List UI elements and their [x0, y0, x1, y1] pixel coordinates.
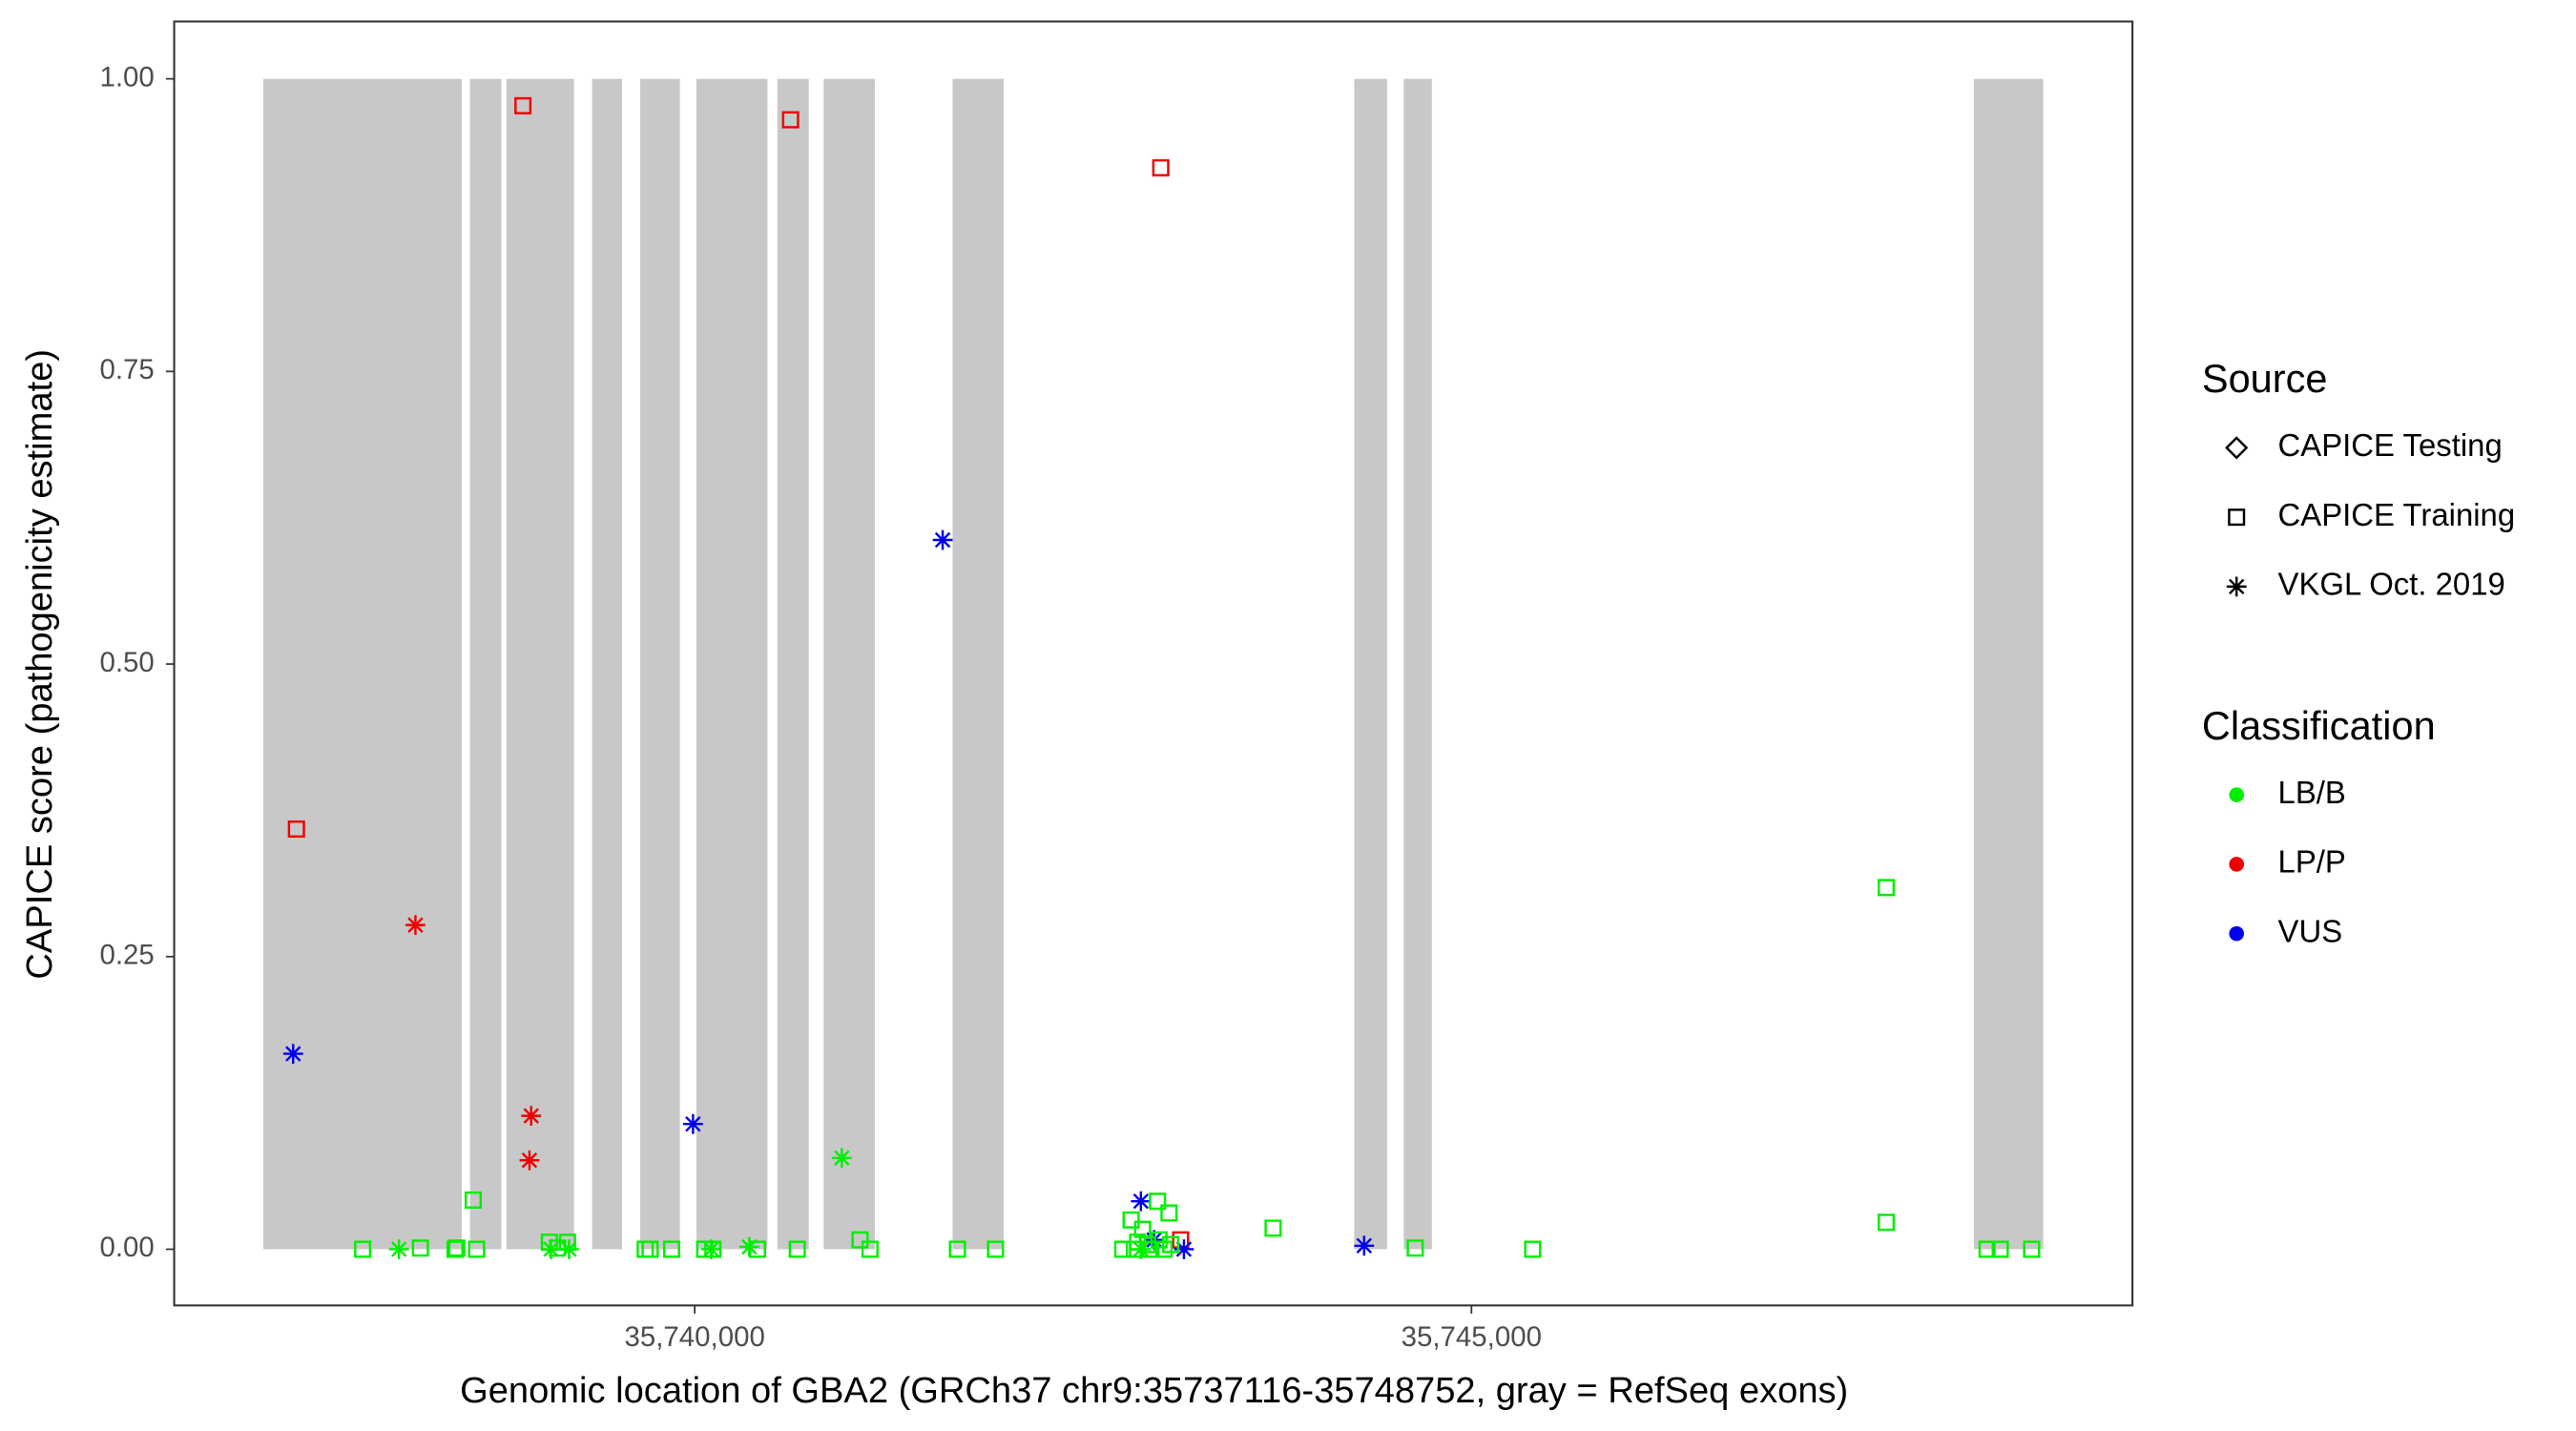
exon [506, 78, 574, 1250]
point [558, 1234, 576, 1252]
point [388, 1239, 409, 1259]
point [405, 915, 426, 936]
exon [777, 78, 809, 1250]
legend-label: CAPICE Testing [2278, 427, 2503, 463]
y-tick-label: 0.50 [99, 647, 154, 678]
legend-label: VKGL Oct. 2019 [2278, 567, 2505, 602]
point [447, 1239, 466, 1257]
exon [696, 78, 768, 1250]
point [354, 1240, 372, 1258]
point [1524, 1240, 1542, 1258]
legend-symbol [2229, 925, 2245, 942]
point [514, 96, 532, 114]
point [1160, 1204, 1178, 1222]
point [1878, 1213, 1896, 1232]
point [521, 1106, 542, 1127]
point [1878, 879, 1896, 897]
point [1406, 1239, 1424, 1257]
point [411, 1239, 429, 1257]
x-tick-label: 35,740,000 [625, 1321, 765, 1353]
legend-symbol [2229, 787, 2245, 802]
legend-label: VUS [2278, 913, 2343, 948]
exon [823, 78, 876, 1250]
point [641, 1240, 659, 1258]
point [464, 1191, 483, 1209]
exon [1403, 78, 1432, 1250]
point [1149, 1192, 1167, 1211]
point [549, 1239, 567, 1257]
point [682, 1113, 703, 1134]
exon [263, 78, 462, 1250]
exon [592, 78, 622, 1250]
point [1152, 158, 1170, 176]
legend-symbol [2226, 576, 2247, 597]
y-tick-label: 0.25 [99, 940, 154, 971]
point [2023, 1240, 2041, 1258]
legend-label: LB/B [2278, 775, 2346, 810]
legend-title: Source [2202, 356, 2328, 401]
point [1155, 1240, 1174, 1258]
exon [1973, 78, 2044, 1250]
point [932, 529, 953, 550]
legend-title: Classification [2202, 703, 2436, 748]
point [282, 1044, 303, 1064]
point [1122, 1211, 1140, 1229]
point [987, 1240, 1005, 1258]
point [1138, 1235, 1156, 1254]
exon [1354, 78, 1387, 1250]
point [519, 1150, 540, 1171]
y-axis-title: CAPICE score (pathogenicity estimate) [20, 349, 60, 980]
point [851, 1231, 869, 1249]
point [1174, 1239, 1195, 1259]
point [1354, 1235, 1375, 1256]
point [446, 1240, 464, 1258]
legend-symbol [2229, 857, 2245, 872]
legend-symbol [2228, 508, 2246, 527]
x-tick-label: 35,745,000 [1402, 1321, 1542, 1353]
point [1978, 1240, 1996, 1258]
point [704, 1240, 722, 1258]
point [781, 111, 800, 129]
x-axis-title: Genomic location of GBA2 (GRCh37 chr9:35… [460, 1371, 1848, 1411]
point [1131, 1191, 1152, 1212]
y-tick-label: 0.75 [99, 354, 154, 385]
point [1125, 1240, 1143, 1258]
y-tick-label: 0.00 [99, 1232, 154, 1263]
point [1264, 1219, 1282, 1237]
point [1142, 1240, 1160, 1258]
legend-label: CAPICE Training [2278, 497, 2516, 532]
point [287, 820, 305, 839]
point [1991, 1240, 2009, 1258]
exon [640, 78, 680, 1250]
point [948, 1240, 966, 1258]
legend-symbol [2225, 436, 2249, 460]
y-tick-label: 1.00 [99, 61, 154, 93]
point [861, 1240, 879, 1258]
point [788, 1240, 806, 1258]
point [831, 1148, 852, 1169]
point [467, 1240, 486, 1258]
exon [469, 78, 502, 1250]
point [662, 1240, 680, 1258]
exon [952, 78, 1005, 1250]
panel [173, 20, 2134, 1307]
legend-label: LP/P [2278, 844, 2346, 880]
point [748, 1240, 766, 1258]
